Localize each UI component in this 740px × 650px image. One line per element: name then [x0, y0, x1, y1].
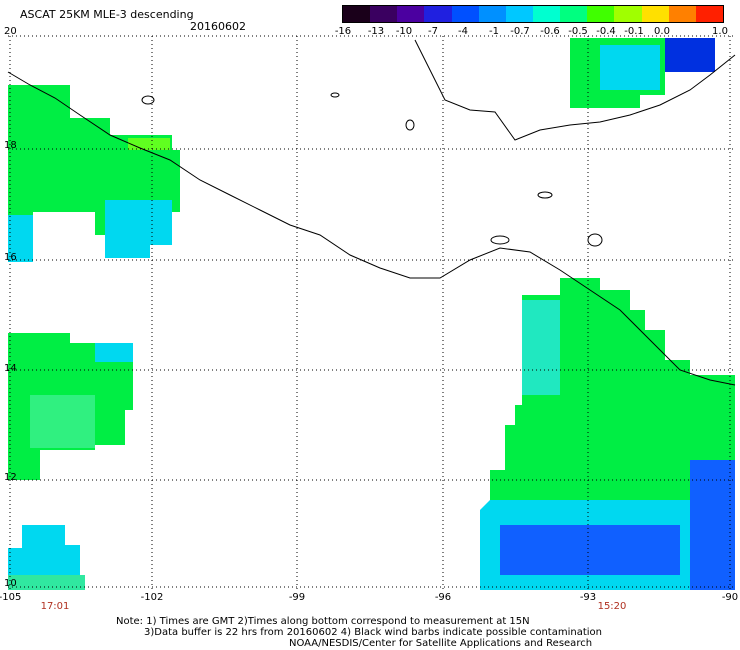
colorbar-label: -4	[458, 26, 468, 37]
island-outline	[141, 95, 155, 105]
coastline-gulf	[414, 39, 736, 141]
lon-label-90: -90	[721, 592, 739, 603]
colorbar-label: -7	[428, 26, 438, 37]
wind-data-patch	[600, 45, 660, 90]
colorbar-swatch	[478, 6, 506, 22]
island-outline	[405, 119, 415, 131]
colorbar-label: 1.0	[712, 26, 728, 37]
colorbar-swatch	[587, 6, 615, 22]
coastline	[7, 71, 736, 386]
wind-data-patch	[690, 460, 735, 590]
time-label-left: 17:01	[40, 601, 70, 612]
island-outline	[537, 191, 553, 199]
map-title: ASCAT 25KM MLE-3 descending	[20, 8, 194, 21]
colorbar-swatch	[343, 6, 371, 22]
lat-label-10: 10	[4, 578, 17, 589]
colorbar-swatch	[505, 6, 533, 22]
map-date: 20160602	[190, 20, 246, 33]
colorbar-swatch	[532, 6, 561, 22]
lat-label-16: 16	[4, 252, 17, 263]
colorbar-label: -0.4	[596, 26, 616, 37]
wind-data-patch	[128, 138, 170, 150]
colorbar-label: -0.7	[510, 26, 530, 37]
colorbar	[342, 5, 724, 23]
lon-label-105: -105	[0, 592, 22, 603]
island-outline	[587, 233, 603, 247]
lon-label-96: -96	[434, 592, 452, 603]
colorbar-label: -10	[395, 26, 413, 37]
note-line-1: Note: 1) Times are GMT 2)Times along bot…	[116, 616, 530, 627]
wind-data-patch	[95, 343, 133, 362]
wind-data-patch	[105, 200, 172, 258]
colorbar-swatch	[451, 6, 479, 22]
wind-data-patch	[8, 525, 80, 590]
colorbar-label: -0.1	[624, 26, 644, 37]
lat-label-18: 18	[4, 140, 17, 151]
note-line-3: NOAA/NESDIS/Center for Satellite Applica…	[289, 638, 593, 649]
colorbar-label: -16	[334, 26, 352, 37]
colorbar-swatch	[695, 6, 723, 22]
island-outline	[490, 235, 510, 245]
colorbar-label: -1	[489, 26, 499, 37]
wind-data-patch	[8, 575, 85, 590]
colorbar-swatch	[424, 6, 452, 22]
colorbar-swatch	[668, 6, 696, 22]
wind-data-patch	[30, 395, 95, 448]
wind-data-patch	[8, 215, 33, 262]
colorbar-swatch	[641, 6, 669, 22]
lat-label-12: 12	[4, 472, 17, 483]
island-outline	[330, 92, 340, 98]
colorbar-label: 0.0	[654, 26, 670, 37]
wind-data-patch	[522, 300, 560, 395]
lon-label-102: -102	[140, 592, 164, 603]
colorbar-swatch	[397, 6, 425, 22]
lat-label-14: 14	[4, 363, 17, 374]
colorbar-label: -0.6	[540, 26, 560, 37]
colorbar-label: -13	[367, 26, 385, 37]
colorbar-swatch	[370, 6, 398, 22]
wind-data-patch	[500, 525, 680, 575]
time-label-right: 15:20	[597, 601, 627, 612]
colorbar-swatch	[560, 6, 588, 22]
colorbar-label: -0.5	[568, 26, 588, 37]
lat-label-20: 20	[4, 26, 17, 37]
wind-data-patch	[665, 38, 715, 72]
lon-label-93: -93	[579, 592, 597, 603]
note-line-2: 3)Data buffer is 22 hrs from 20160602 4)…	[144, 627, 602, 638]
colorbar-swatch	[614, 6, 642, 22]
lon-label-99: -99	[288, 592, 306, 603]
